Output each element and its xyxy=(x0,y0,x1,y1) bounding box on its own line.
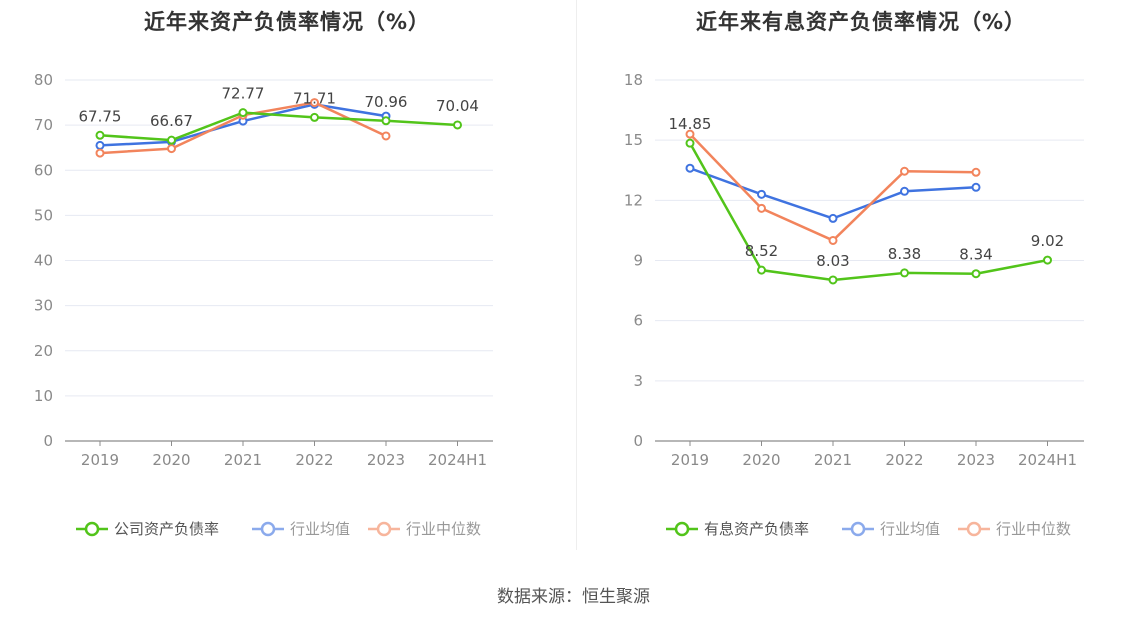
data-label: 8.03 xyxy=(816,252,849,270)
series-line xyxy=(689,133,977,242)
data-point[interactable] xyxy=(828,275,838,285)
series-line xyxy=(688,142,1048,282)
data-point[interactable] xyxy=(971,167,981,177)
y-tick-label: 12 xyxy=(624,191,643,209)
y-tick-label: 0 xyxy=(43,432,53,450)
data-point[interactable] xyxy=(757,189,766,199)
data-label: 8.52 xyxy=(745,242,778,260)
data-point[interactable] xyxy=(238,108,248,118)
data-point[interactable] xyxy=(381,116,391,126)
x-tick-label: 2023 xyxy=(367,451,405,469)
y-tick-label: 18 xyxy=(624,71,643,89)
series-line xyxy=(99,111,458,142)
data-point[interactable] xyxy=(1043,255,1052,265)
data-label: 8.34 xyxy=(959,246,992,264)
data-point[interactable] xyxy=(900,166,909,176)
legend-marker xyxy=(850,521,866,537)
legend-marker xyxy=(376,521,392,537)
data-point[interactable] xyxy=(453,120,462,130)
y-tick-label: 50 xyxy=(34,206,53,224)
x-tick-label: 2024H1 xyxy=(1018,451,1077,469)
data-point[interactable] xyxy=(971,182,981,192)
y-tick-label: 30 xyxy=(34,297,53,315)
data-point[interactable] xyxy=(167,144,176,154)
legend-label: 行业均值 xyxy=(290,520,350,538)
y-tick-label: 80 xyxy=(34,71,53,89)
x-tick-label: 2019 xyxy=(81,451,119,469)
x-tick-label: 2022 xyxy=(885,451,923,469)
legend-label: 公司资产负债率 xyxy=(114,520,219,538)
data-point[interactable] xyxy=(381,131,391,141)
y-tick-label: 3 xyxy=(633,372,643,390)
legend-item[interactable]: 行业均值 xyxy=(842,520,940,538)
y-tick-label: 6 xyxy=(633,312,643,330)
legend-marker xyxy=(674,521,690,537)
data-label: 72.77 xyxy=(222,85,265,103)
legend-label: 行业中位数 xyxy=(406,520,481,538)
x-tick-label: 2022 xyxy=(295,451,333,469)
x-tick-label: 2020 xyxy=(152,451,190,469)
data-point[interactable] xyxy=(95,130,105,140)
chart-plot: 0 10 20 30 40 50 60 70 80 2019 2020 2021 2022 2023 202… xyxy=(34,71,493,538)
y-tick-label: 15 xyxy=(624,131,643,149)
data-point[interactable] xyxy=(971,269,981,279)
legend-marker xyxy=(260,521,276,537)
y-tick-label: 0 xyxy=(633,432,643,450)
y-tick-label: 60 xyxy=(34,161,53,179)
legend-marker xyxy=(84,521,100,537)
legend-item[interactable]: 有息资产负债率 xyxy=(666,520,809,538)
data-point[interactable] xyxy=(757,203,766,213)
data-label: 8.38 xyxy=(888,245,921,263)
chart-title: 近年来资产负债率情况（%） xyxy=(143,10,431,34)
series-line xyxy=(689,167,977,220)
data-point[interactable] xyxy=(685,129,695,139)
data-label: 66.67 xyxy=(150,112,193,130)
x-tick-label: 2021 xyxy=(814,451,852,469)
legend-item[interactable]: 行业均值 xyxy=(252,520,350,538)
legend-marker xyxy=(966,521,982,537)
data-source: 数据来源：恒生聚源 xyxy=(497,587,650,607)
y-tick-label: 20 xyxy=(34,342,53,360)
x-tick-label: 2024H1 xyxy=(428,451,487,469)
data-label: 70.96 xyxy=(365,93,408,111)
data-point[interactable] xyxy=(757,265,766,275)
data-label: 14.85 xyxy=(669,115,712,133)
data-point[interactable] xyxy=(167,135,176,145)
data-point[interactable] xyxy=(310,98,319,108)
data-point[interactable] xyxy=(900,186,909,196)
data-point[interactable] xyxy=(310,112,319,122)
data-point[interactable] xyxy=(95,140,105,150)
legend-item[interactable]: 公司资产负债率 xyxy=(76,520,219,538)
data-label: 71.71 xyxy=(293,89,336,107)
x-tick-label: 2023 xyxy=(957,451,995,469)
data-point[interactable] xyxy=(685,163,695,173)
chart-plot: 0 3 6 9 12 15 18 2019 2020 2021 2022 2023 2024H1 14.8… xyxy=(624,71,1084,538)
x-tick-label: 2020 xyxy=(742,451,780,469)
y-tick-label: 9 xyxy=(633,252,643,270)
data-point[interactable] xyxy=(685,138,695,148)
y-tick-label: 10 xyxy=(34,387,53,405)
legend-label: 行业均值 xyxy=(880,520,940,538)
y-tick-label: 70 xyxy=(34,116,53,134)
data-point[interactable] xyxy=(828,213,838,223)
asset-liability-chart: 近年来资产负债率情况（%） 0 10 20 30 40 50 60 70 80 2019 2020 2… xyxy=(0,0,574,560)
data-point[interactable] xyxy=(828,235,838,245)
legend-label: 行业中位数 xyxy=(996,520,1071,538)
y-tick-label: 40 xyxy=(34,252,53,270)
x-tick-label: 2021 xyxy=(224,451,262,469)
data-label: 70.04 xyxy=(436,97,479,115)
legend-item[interactable]: 行业中位数 xyxy=(368,520,481,538)
panel-divider xyxy=(576,0,577,550)
legend-label: 有息资产负债率 xyxy=(704,520,809,538)
chart-title: 近年来有息资产负债率情况（%） xyxy=(695,10,1027,34)
data-point[interactable] xyxy=(900,268,909,278)
legend-item[interactable]: 行业中位数 xyxy=(958,520,1071,538)
data-label: 9.02 xyxy=(1031,232,1064,250)
x-tick-label: 2019 xyxy=(671,451,709,469)
data-label: 67.75 xyxy=(79,107,122,125)
interest-bearing-liability-chart: 近年来有息资产负债率情况（%） 0 3 6 9 12 15 18 2019 2020 2021 20… xyxy=(574,0,1147,560)
data-point[interactable] xyxy=(95,148,105,158)
